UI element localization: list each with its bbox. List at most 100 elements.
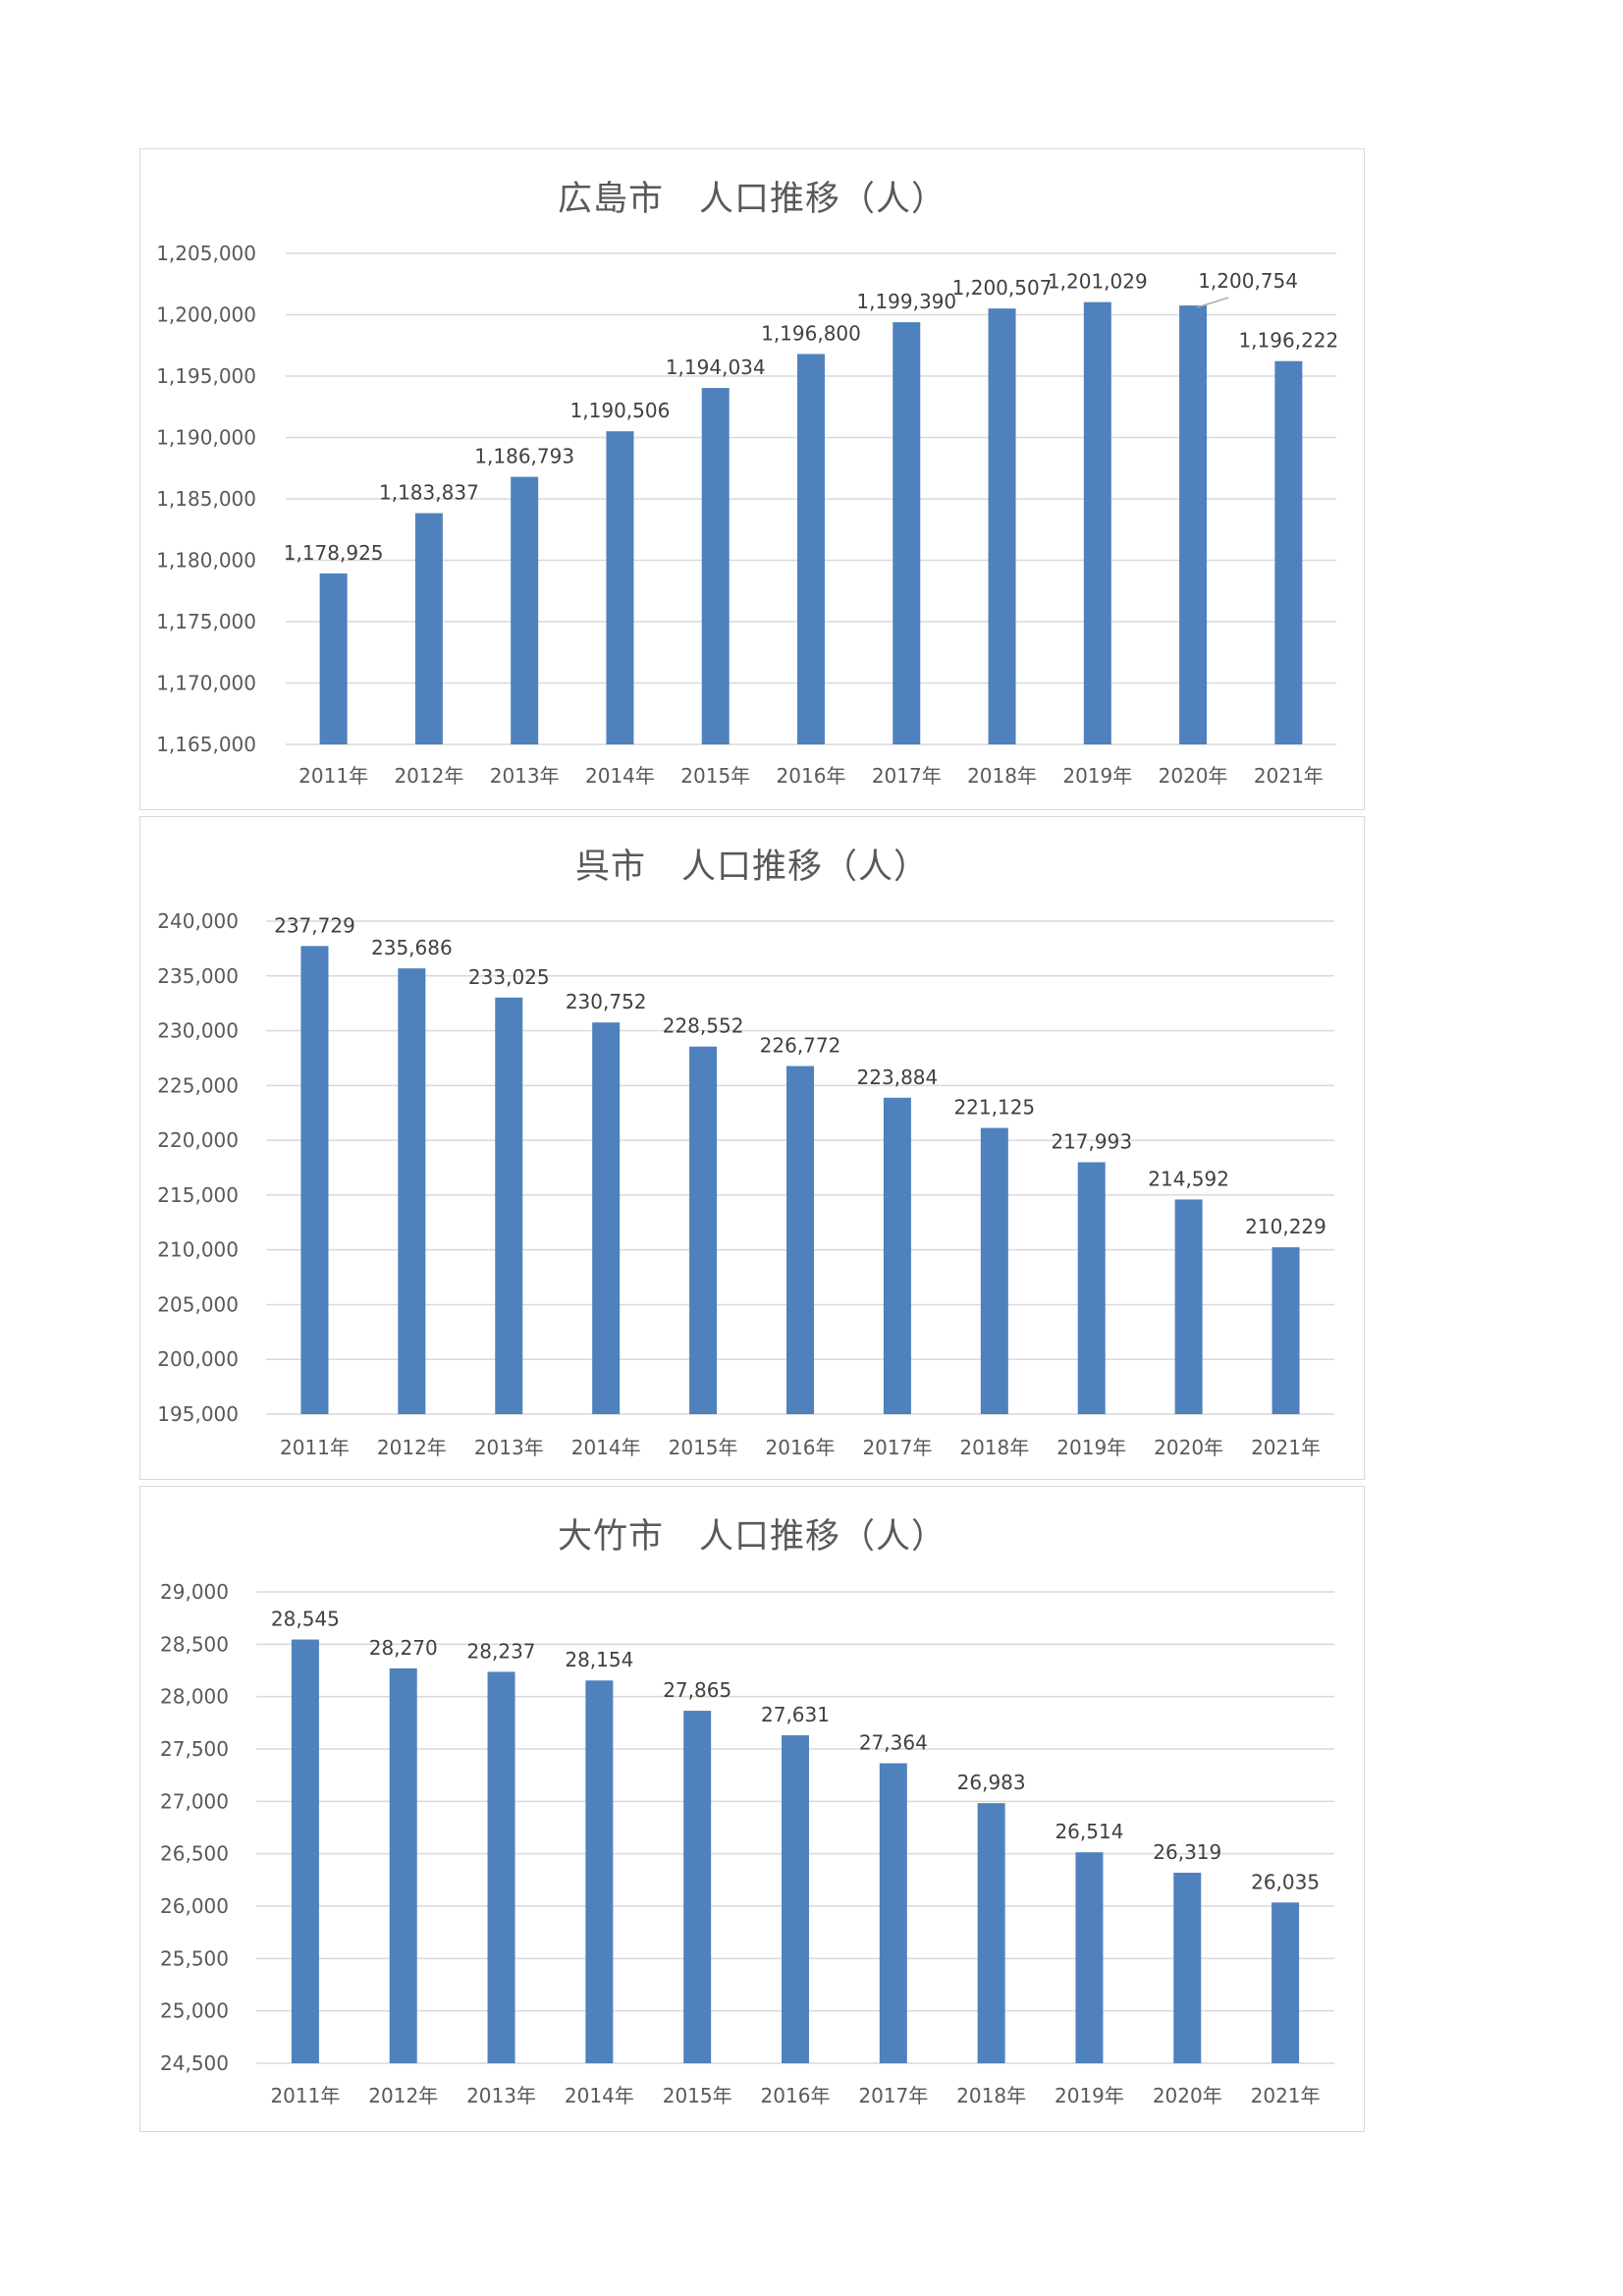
- y-tick-label: 27,500: [160, 1737, 229, 1761]
- x-tick-label: 2020年: [1153, 2084, 1222, 2107]
- bar: [683, 1711, 712, 2063]
- data-label: 1,194,034: [666, 355, 766, 379]
- x-tick-label: 2019年: [1062, 764, 1132, 788]
- x-tick-label: 2011年: [270, 2084, 340, 2107]
- data-label: 1,201,029: [1048, 270, 1148, 294]
- x-tick-label: 2012年: [368, 2084, 438, 2107]
- data-label: 233,025: [468, 965, 550, 989]
- x-tick-label: 2013年: [490, 764, 560, 788]
- y-tick-label: 215,000: [157, 1183, 239, 1207]
- data-label: 26,035: [1251, 1870, 1320, 1893]
- bar: [291, 1639, 319, 2063]
- data-label: 28,237: [467, 1639, 536, 1663]
- bar: [1083, 301, 1111, 744]
- x-tick-label: 2011年: [280, 1436, 350, 1459]
- bar: [487, 1671, 515, 2063]
- bar: [988, 308, 1016, 744]
- y-tick-label: 27,000: [160, 1789, 229, 1813]
- x-tick-label: 2020年: [1159, 764, 1228, 788]
- y-tick-label: 1,195,000: [156, 364, 256, 388]
- bar: [1271, 1902, 1300, 2063]
- y-tick-label: 28,500: [160, 1632, 229, 1656]
- y-tick-label: 210,000: [157, 1238, 239, 1262]
- data-label: 1,196,800: [761, 322, 861, 346]
- bar: [1075, 1852, 1104, 2063]
- y-tick-label: 220,000: [157, 1128, 239, 1152]
- bar: [414, 513, 443, 744]
- data-label: 1,186,793: [474, 445, 574, 468]
- bar: [701, 388, 730, 744]
- bar: [319, 573, 348, 744]
- x-tick-label: 2011年: [298, 764, 368, 788]
- data-label: 26,319: [1153, 1840, 1221, 1864]
- data-label: 1,200,754: [1198, 269, 1298, 293]
- bar: [1173, 1872, 1202, 2063]
- y-tick-label: 1,170,000: [156, 672, 256, 695]
- y-tick-label: 24,500: [160, 2051, 229, 2075]
- bar: [495, 997, 523, 1414]
- bar: [1274, 360, 1303, 744]
- y-tick-label: 26,500: [160, 1842, 229, 1866]
- data-label: 221,125: [953, 1096, 1035, 1120]
- x-tick-label: 2021年: [1251, 1436, 1321, 1459]
- data-label: 28,154: [565, 1648, 633, 1671]
- y-tick-label: 29,000: [160, 1580, 229, 1604]
- otake-chart: 大竹市 人口推移（人） 24,500 25,000 25,500 26,000 26,5…: [139, 1486, 1365, 2132]
- bar: [606, 431, 634, 744]
- x-tick-label: 2015年: [663, 2084, 732, 2107]
- y-tick-label: 1,165,000: [156, 733, 256, 756]
- bar: [879, 1763, 907, 2063]
- data-label: 26,514: [1055, 1820, 1123, 1843]
- x-tick-label: 2021年: [1254, 764, 1324, 788]
- x-tick-label: 2018年: [959, 1436, 1029, 1459]
- x-tick-label: 2018年: [956, 2084, 1026, 2107]
- x-tick-label: 2015年: [669, 1436, 738, 1459]
- chart-plot: 24,500 25,000 25,500 26,000 26,500 27,000 27,5…: [160, 1580, 1334, 2107]
- leader-line: [1196, 297, 1229, 308]
- data-label: 217,993: [1051, 1130, 1132, 1154]
- y-tick-label: 225,000: [157, 1073, 239, 1097]
- data-label: 27,865: [663, 1678, 731, 1702]
- kure-chart: 呉市 人口推移（人） 195,000 200,000 205,000 210,000 2…: [139, 816, 1365, 1480]
- x-tick-label: 2012年: [377, 1436, 447, 1459]
- bar: [1174, 1199, 1203, 1414]
- data-label: 1,183,837: [379, 481, 479, 505]
- x-tick-label: 2016年: [761, 2084, 831, 2107]
- bar: [1271, 1247, 1300, 1414]
- x-tick-label: 2013年: [474, 1436, 544, 1459]
- data-label: 1,178,925: [284, 541, 384, 565]
- data-label: 223,884: [857, 1066, 939, 1089]
- data-label: 1,196,222: [1238, 329, 1338, 353]
- y-tick-label: 26,000: [160, 1894, 229, 1918]
- bar: [1179, 305, 1208, 744]
- y-tick-label: 28,000: [160, 1685, 229, 1709]
- x-tick-label: 2012年: [394, 764, 463, 788]
- chart-title: 広島市 人口推移（人）: [557, 180, 947, 219]
- y-tick-label: 25,500: [160, 1946, 229, 1970]
- x-tick-label: 2021年: [1251, 2084, 1321, 2107]
- data-label: 26,983: [957, 1771, 1026, 1794]
- bar: [893, 322, 921, 744]
- x-tick-label: 2017年: [872, 764, 942, 788]
- bar: [977, 1803, 1005, 2063]
- y-tick-label: 240,000: [157, 909, 239, 933]
- hiroshima-chart: 広島市 人口推移（人） 1,165,000 1,170,000 1,175,000 1…: [139, 148, 1365, 810]
- x-tick-label: 2014年: [571, 1436, 641, 1459]
- data-label: 226,772: [760, 1034, 841, 1058]
- x-tick-label: 2019年: [1055, 2084, 1124, 2107]
- bar: [1077, 1162, 1106, 1414]
- data-label: 27,631: [761, 1703, 830, 1726]
- bar: [689, 1046, 718, 1414]
- chart-plot: 195,000 200,000 205,000 210,000 215,000 220,0…: [157, 909, 1334, 1459]
- bar: [883, 1097, 911, 1414]
- data-label: 27,364: [859, 1731, 928, 1755]
- data-label: 28,270: [369, 1636, 438, 1660]
- y-tick-label: 205,000: [157, 1292, 239, 1316]
- bar: [786, 1066, 814, 1414]
- chart-title: 大竹市 人口推移（人）: [557, 1517, 947, 1557]
- bar: [398, 968, 426, 1414]
- x-tick-label: 2014年: [565, 2084, 634, 2107]
- y-tick-label: 1,205,000: [156, 242, 256, 265]
- x-tick-label: 2017年: [858, 2084, 928, 2107]
- data-label: 214,592: [1148, 1167, 1229, 1190]
